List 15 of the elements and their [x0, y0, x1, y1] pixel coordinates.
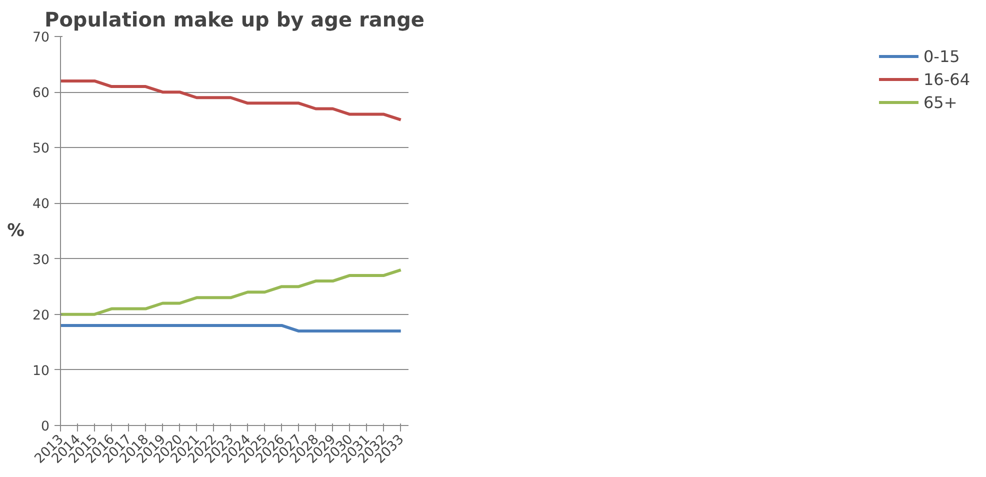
y-axis-title: %: [7, 221, 25, 241]
y-tick-label: 20: [32, 308, 50, 324]
y-tick-label: 40: [32, 197, 50, 212]
legend-label: 0-15: [924, 46, 960, 66]
y-tick-label: 60: [32, 86, 50, 102]
y-tick-label: 10: [32, 364, 50, 379]
chart-title: Population make up by age range: [44, 8, 424, 32]
y-tick-label: 70: [32, 30, 50, 46]
y-tick-label: 0: [41, 420, 50, 434]
line-series: [60, 79, 402, 122]
line-series: [60, 268, 402, 316]
legend-label: 65+: [924, 92, 958, 112]
y-tick-label: 50: [32, 142, 50, 157]
y-tick-label: 30: [32, 252, 50, 268]
legend-label: 16-64: [924, 70, 970, 88]
